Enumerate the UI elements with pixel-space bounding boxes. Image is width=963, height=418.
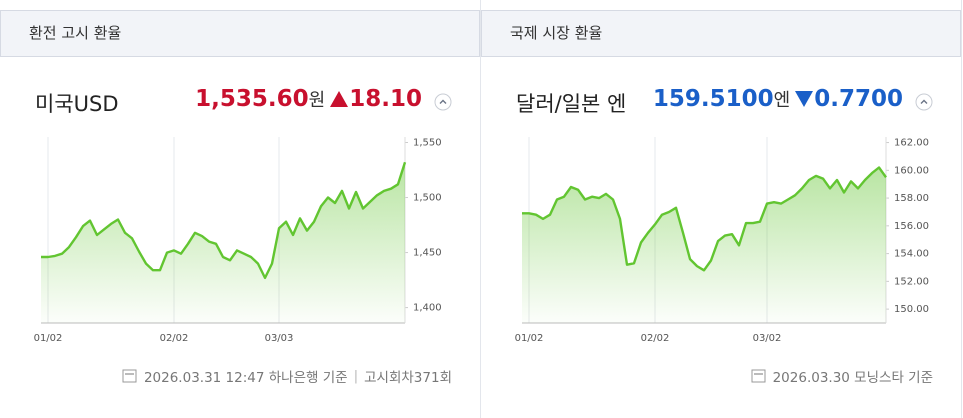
tab: 국제 시장 환율 — [481, 10, 961, 57]
icon-bar — [753, 373, 763, 375]
price-unit: 엔 — [773, 90, 791, 111]
footer: 2026.03.30 모닝스타 기준 — [751, 366, 933, 386]
y-tick-label: 160.00 — [894, 165, 929, 176]
line — [41, 161, 407, 280]
footer-text: 고시회차371회 — [364, 370, 452, 386]
y-tick-label: 154.00 — [894, 249, 929, 260]
x-tick-label: 01/02 — [34, 333, 63, 344]
price-unit: 원 — [308, 90, 326, 111]
x-tick-label: 02/02 — [641, 333, 670, 344]
y-tick-label: 156.00 — [894, 221, 929, 232]
x-tick-label: 02/02 — [160, 333, 189, 344]
change-arrow — [330, 91, 349, 107]
x-tick-label: 03/03 — [265, 333, 294, 344]
area — [522, 167, 886, 323]
price: 1,535.60 — [195, 86, 309, 112]
line — [522, 166, 887, 272]
chart: 150.00 152.00 154.00 156.00 158.00 160.00 162.… — [515, 137, 929, 344]
y-tick-label: 158.00 — [894, 193, 929, 204]
y-tick-label: 162.00 — [894, 138, 929, 149]
toggle-button[interactable] — [434, 93, 452, 111]
footer-text: 2026.03.31 12:47 하나은행 기준 — [143, 370, 348, 386]
y-tick-label: 1,400 — [413, 303, 442, 314]
doc-icon — [751, 369, 766, 383]
footer: 2026.03.31 12:47 하나은행 기준 | 고시회차371회 — [122, 366, 452, 386]
arrow — [330, 91, 349, 107]
toggle-icon — [439, 99, 447, 104]
tab: 환전 고시 환율 — [0, 10, 480, 57]
x-tick-label: 01/02 — [515, 333, 544, 344]
toggle-icon — [920, 99, 928, 104]
price: 159.5100 — [652, 86, 774, 112]
change: 0.7700 — [814, 86, 903, 112]
y-tick-label: 152.00 — [894, 276, 929, 287]
chart: 1,400 1,450 1,500 1,550 01/02 02/02 03/03 — [34, 137, 442, 344]
price-block: 1,535.60 원 18.10 — [195, 86, 422, 112]
footer-text: 2026.03.30 모닝스타 기준 — [772, 370, 933, 386]
y-tick-label: 1,500 — [413, 193, 442, 204]
arrow — [795, 91, 814, 107]
x-tick-label: 03/02 — [753, 333, 782, 344]
chart-title: 달러/일본 엔 — [516, 92, 627, 116]
toggle-circle — [434, 93, 452, 111]
y-tick-label: 1,550 — [413, 138, 442, 149]
separator: | — [353, 368, 359, 384]
y-tick-label: 1,450 — [413, 248, 442, 259]
area — [41, 162, 405, 323]
toggle-button[interactable] — [915, 93, 933, 111]
price-block: 159.5100 엔 0.7700 — [653, 86, 903, 112]
y-tick-label: 150.00 — [894, 304, 929, 315]
change-arrow — [795, 91, 814, 107]
change: 18.10 — [349, 86, 422, 112]
chart-title: 미국USD — [35, 92, 119, 116]
toggle-circle — [915, 93, 933, 111]
doc-icon — [122, 369, 137, 383]
icon-bar — [124, 373, 134, 375]
icon-body — [122, 369, 137, 383]
icon-body — [751, 369, 766, 383]
